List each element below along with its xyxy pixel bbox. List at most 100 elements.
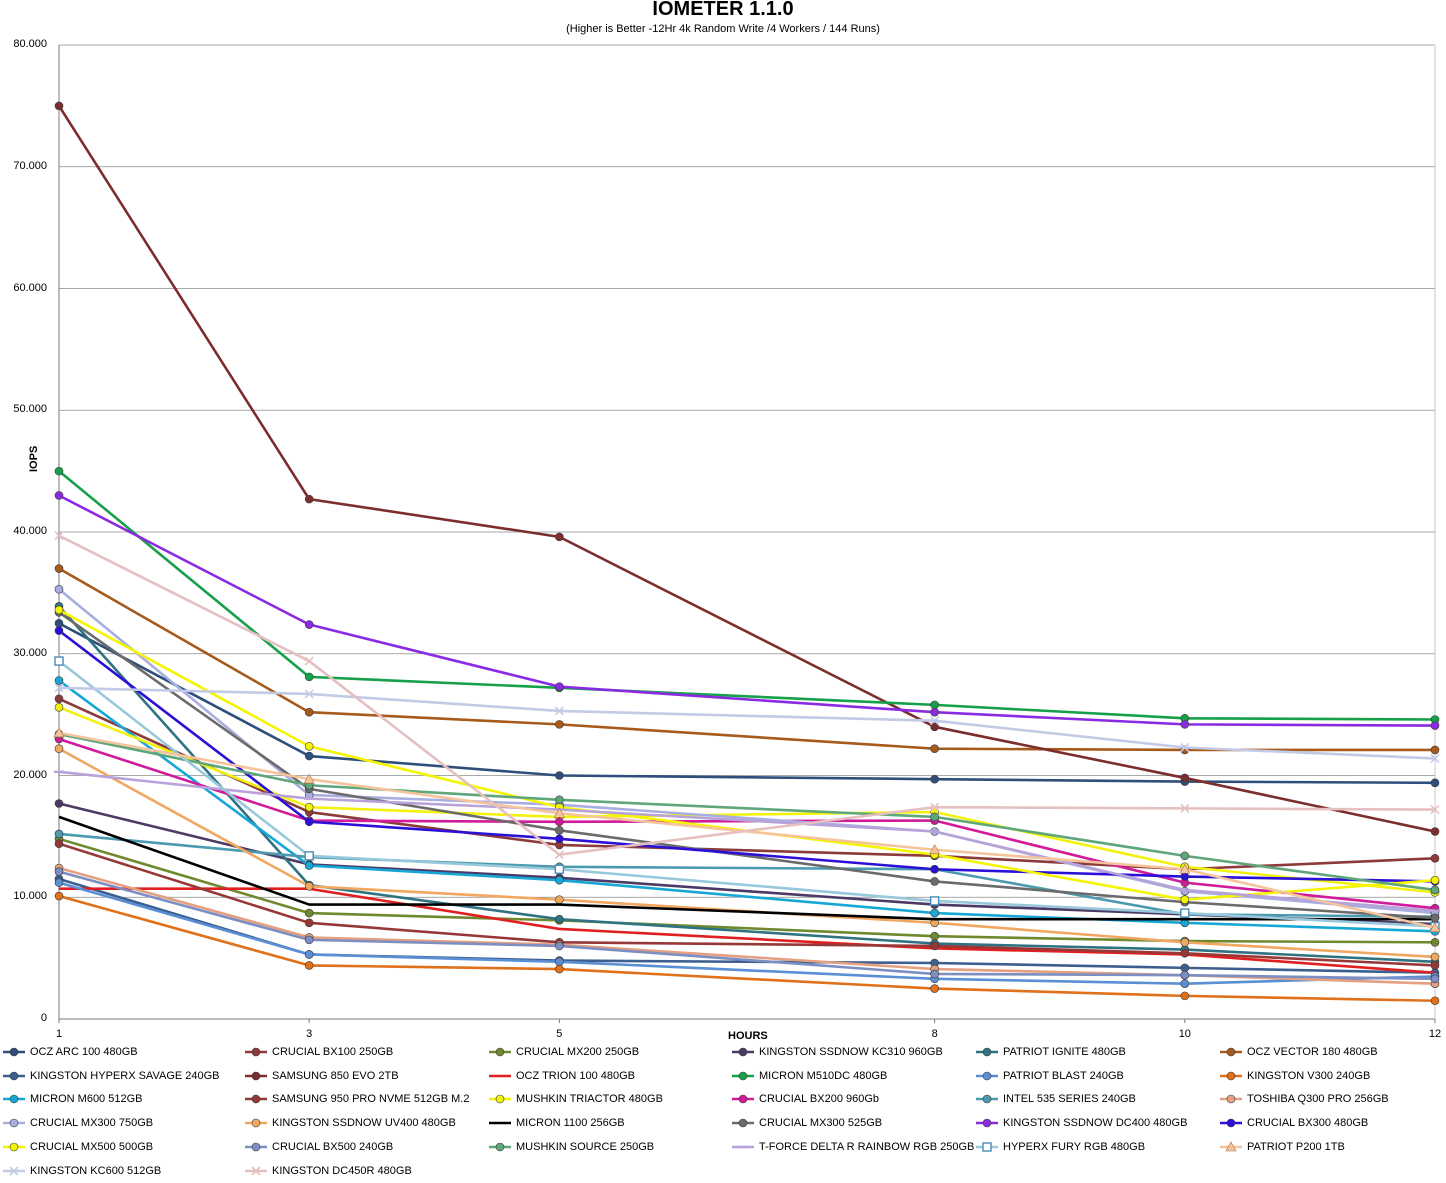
- data-point: [304, 494, 314, 504]
- data-point: [555, 817, 564, 827]
- legend-item: CRUCIAL BX100 250GB: [244, 1042, 393, 1062]
- data-point: [1430, 778, 1440, 788]
- legend-swatch: [3, 1142, 25, 1152]
- legend-swatch: [976, 1118, 998, 1128]
- data-point: [554, 706, 564, 716]
- legend-swatch: [1220, 1118, 1242, 1128]
- data-point: [54, 867, 64, 876]
- series-line: [58, 470, 1436, 721]
- legend-item: PATRIOT IGNITE 480GB: [975, 1042, 1126, 1062]
- series-line: [58, 494, 1436, 727]
- data-point: [1180, 895, 1190, 904]
- data-point: [982, 1047, 992, 1057]
- legend-item: CRUCIAL BX500 240GB: [244, 1137, 393, 1157]
- legend-swatch: [245, 1118, 267, 1128]
- legend-label: OCZ VECTOR 180 480GB: [1247, 1046, 1378, 1058]
- series-30: [54, 683, 1440, 764]
- data-point: [930, 969, 939, 979]
- x-tick-label: 1: [55, 1028, 63, 1040]
- data-point: [1180, 908, 1190, 918]
- series-9: [54, 466, 1440, 724]
- y-tick-label: 50.000: [13, 403, 47, 416]
- data-point: [304, 908, 314, 918]
- gridlines: [59, 44, 1435, 898]
- y-tick-label: 30.000: [13, 646, 47, 659]
- legend-item: PATRIOT P200 1TB: [1219, 1137, 1345, 1157]
- legend-item: OCZ ARC 100 480GB: [2, 1042, 138, 1062]
- legend-item: OCZ VECTOR 180 480GB: [1219, 1042, 1378, 1062]
- data-point: [304, 851, 314, 861]
- series-line: [58, 737, 1436, 910]
- legend-swatch: [732, 1145, 754, 1149]
- data-point: [304, 817, 314, 827]
- data-point: [54, 799, 64, 808]
- data-point: [1430, 745, 1440, 755]
- legend-label: CRUCIAL BX100 250GB: [272, 1046, 394, 1058]
- series-31: [54, 531, 1440, 860]
- data-point: [1225, 1141, 1237, 1152]
- legend-label: KINGSTON SSDNOW KC310 960GB: [759, 1046, 943, 1058]
- data-point: [54, 656, 64, 666]
- data-point: [304, 672, 314, 682]
- data-point: [930, 722, 939, 732]
- data-point: [54, 891, 64, 901]
- legend-label: T-FORCE DELTA R RAINBOW RGB 250GB: [759, 1141, 975, 1153]
- series-11: [54, 891, 1440, 1006]
- data-point: [555, 875, 564, 885]
- legend-item: KINGSTON SSDNOW DC400 480GB: [975, 1113, 1187, 1133]
- legend-swatch: [976, 1071, 998, 1081]
- series-line: [58, 842, 1436, 967]
- y-tick-label: 70.000: [13, 159, 47, 172]
- data-point: [738, 1071, 748, 1081]
- legend-label: KINGSTON SSDNOW DC400 480GB: [1003, 1117, 1188, 1129]
- data-point: [251, 1166, 261, 1176]
- data-point: [304, 741, 314, 751]
- data-point: [1180, 991, 1190, 1001]
- legend-label: INTEL 535 SERIES 240GB: [1003, 1093, 1136, 1105]
- data-point: [555, 682, 564, 691]
- legend-item: MICRON 1100 256GB: [488, 1113, 625, 1133]
- x-axis-label: HOURS: [728, 1030, 768, 1042]
- data-point: [1179, 863, 1191, 874]
- legend-item: CRUCIAL MX300 750GB: [2, 1113, 153, 1133]
- data-point: [54, 878, 64, 887]
- legend-swatch: [489, 1047, 511, 1057]
- y-tick-label: 60.000: [13, 281, 47, 294]
- data-point: [54, 101, 64, 111]
- data-point: [304, 918, 314, 928]
- chart-subtitle: (Higher is Better -12Hr 4k Random Write …: [566, 23, 880, 35]
- data-point: [555, 825, 564, 835]
- data-point: [982, 1071, 992, 1081]
- legend-item: KINGSTON V300 240GB: [1219, 1066, 1370, 1086]
- data-point: [1180, 937, 1190, 947]
- legend-label: CRUCIAL BX300 480GB: [1247, 1117, 1369, 1129]
- legend-swatch: [3, 1166, 25, 1176]
- data-point: [54, 683, 64, 693]
- data-point: [54, 694, 64, 704]
- series-21: [54, 608, 1440, 923]
- legend-item: KINGSTON SSDNOW UV400 480GB: [244, 1113, 456, 1133]
- data-point: [1430, 875, 1440, 885]
- legend-swatch: [1220, 1094, 1242, 1104]
- legend-swatch: [976, 1094, 998, 1104]
- data-point: [1430, 885, 1440, 895]
- data-point: [930, 802, 940, 812]
- data-point: [982, 1142, 992, 1152]
- series-line: [58, 770, 1436, 912]
- data-point: [53, 727, 65, 738]
- data-point: [982, 1118, 992, 1128]
- data-point: [304, 802, 314, 812]
- data-point: [982, 1094, 992, 1104]
- legend-item: T-FORCE DELTA R RAINBOW RGB 250GB: [731, 1137, 974, 1157]
- x-tick-label: 5: [556, 1028, 563, 1040]
- data-point: [54, 839, 64, 848]
- legend-label: CRUCIAL MX500 500GB: [30, 1141, 154, 1153]
- data-point: [304, 656, 314, 666]
- data-point: [9, 1142, 19, 1152]
- data-point: [1430, 753, 1440, 764]
- data-point: [555, 795, 564, 805]
- data-point: [1430, 853, 1440, 863]
- legend-label: MICRON M510DC 480GB: [759, 1070, 888, 1082]
- data-point: [304, 935, 314, 945]
- series-line: [58, 837, 1436, 944]
